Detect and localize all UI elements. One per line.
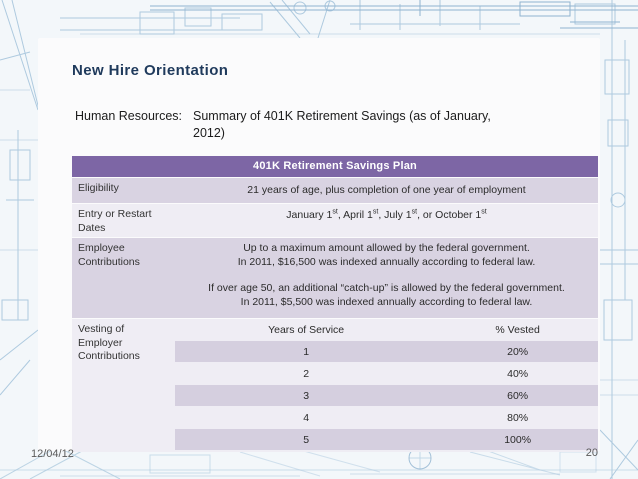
table-row-eligibility: Eligibility 21 years of age, plus comple… bbox=[72, 177, 598, 203]
subtitle-line-1: Summary of 401K Retirement Savings (as o… bbox=[193, 109, 491, 123]
vesting-col2-header: % Vested bbox=[495, 324, 540, 336]
contribution-line: If over age 50, an additional “catch-up”… bbox=[208, 282, 565, 294]
subtitle-text: Summary of 401K Retirement Savings (as o… bbox=[193, 108, 491, 142]
row-label: Employee Contributions bbox=[78, 242, 140, 268]
vested-value: 40% bbox=[507, 367, 529, 380]
entry-date: October 1st bbox=[435, 208, 487, 222]
vesting-row-3: 3 60% bbox=[175, 385, 598, 406]
row-value: 21 years of age, plus completion of one … bbox=[247, 184, 526, 196]
vesting-row-5: 5 100% bbox=[175, 429, 598, 450]
slide-date: 12/04/12 bbox=[31, 448, 74, 460]
entry-date: July 1st, or bbox=[384, 208, 436, 222]
vesting-row-2: 2 40% bbox=[175, 363, 598, 384]
vesting-col1-header: Years of Service bbox=[268, 324, 345, 336]
vesting-table: Years of Service % Vested 1 20% 2 40% 3 … bbox=[175, 319, 598, 452]
years-value: 2 bbox=[303, 367, 310, 380]
table-row-entry-dates: Entry or Restart Dates January 1st, Apri… bbox=[72, 203, 598, 237]
vested-value: 100% bbox=[504, 433, 532, 446]
vested-value: 60% bbox=[507, 389, 529, 402]
entry-date: January 1st, bbox=[286, 208, 344, 222]
vesting-row-4: 4 80% bbox=[175, 407, 598, 428]
table-row-vesting: Vesting of Employer Contributions Years … bbox=[72, 318, 598, 452]
entry-date: April 1st, bbox=[343, 208, 385, 222]
subtitle-label: Human Resources: bbox=[75, 109, 182, 123]
years-value: 4 bbox=[303, 411, 310, 424]
contribution-line: In 2011, $16,500 was indexed annually ac… bbox=[237, 255, 536, 268]
subtitle-line-2: 2012) bbox=[193, 126, 225, 140]
vesting-header-row: Years of Service % Vested bbox=[175, 319, 598, 341]
row-label: Entry or Restart Dates bbox=[78, 208, 152, 234]
contribution-line: In 2011, $5,500 was indexed annually acc… bbox=[240, 295, 533, 308]
retirement-table: 401K Retirement Savings Plan Eligibility… bbox=[72, 156, 598, 452]
years-value: 3 bbox=[303, 389, 310, 402]
page-number: 20 bbox=[585, 447, 598, 459]
vesting-row-1: 1 20% bbox=[175, 341, 598, 362]
table-title-bar: 401K Retirement Savings Plan bbox=[72, 156, 598, 177]
slide-title: New Hire Orientation bbox=[72, 62, 229, 79]
years-value: 1 bbox=[303, 345, 310, 358]
slide-subtitle: Human Resources: Summary of 401K Retirem… bbox=[75, 108, 491, 142]
slide-content-area: New Hire Orientation Human Resources: Su… bbox=[38, 38, 600, 452]
vested-value: 20% bbox=[507, 345, 529, 358]
table-row-employee-contributions: Employee Contributions Up to a maximum a… bbox=[72, 237, 598, 318]
years-value: 5 bbox=[303, 433, 310, 446]
contribution-line: Up to a maximum amount allowed by the fe… bbox=[243, 242, 530, 254]
row-value: Up to a maximum amount allowed by the fe… bbox=[175, 238, 598, 318]
row-value: January 1st, April 1st, July 1st, or Oct… bbox=[175, 204, 598, 237]
paragraph-gap bbox=[175, 269, 598, 282]
vested-value: 80% bbox=[507, 411, 529, 424]
row-label: Eligibility bbox=[78, 182, 119, 194]
row-label: Vesting of Employer Contributions bbox=[78, 323, 140, 362]
